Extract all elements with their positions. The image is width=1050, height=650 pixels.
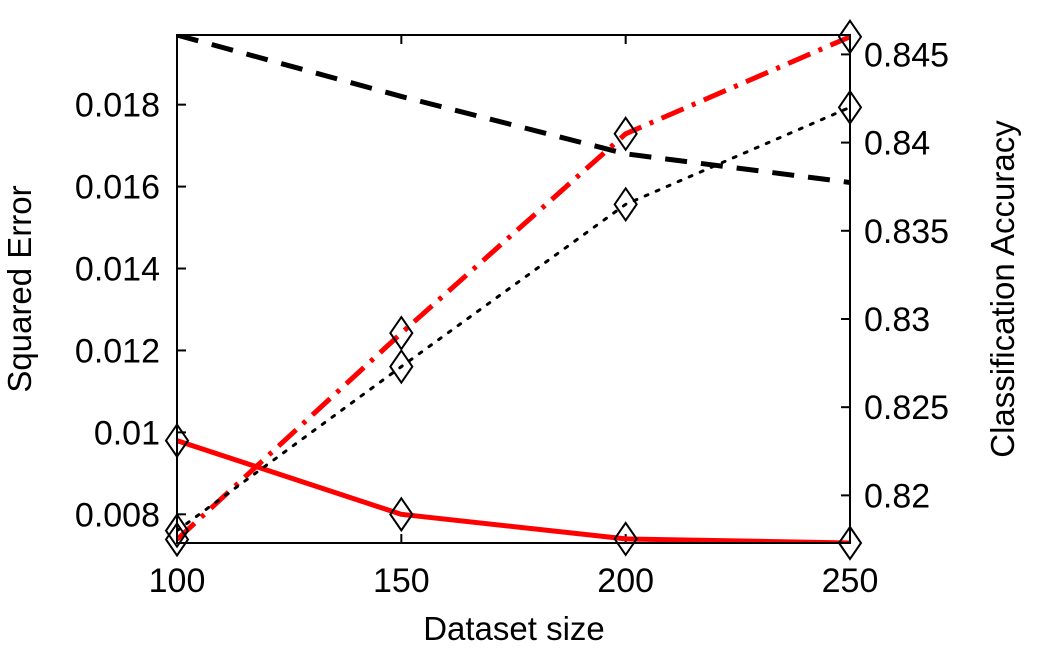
- y-tick-label-left: 0.008: [75, 496, 160, 534]
- y-tick-label-right: 0.84: [864, 125, 930, 163]
- x-tick-label: 250: [822, 562, 879, 600]
- plot-frame: [176, 34, 851, 544]
- y-tick-label-left: 0.016: [75, 169, 160, 207]
- tick-marks: [176, 35, 851, 543]
- series-line-3: [177, 35, 850, 542]
- diamond-marker: [613, 521, 638, 557]
- y-tick-label-right: 0.835: [864, 213, 949, 251]
- plot-area: [177, 35, 850, 543]
- x-tick-label: 150: [373, 562, 430, 600]
- y-tick-label-left: 0.01: [94, 414, 160, 452]
- diamond-marker: [389, 496, 414, 533]
- diamond-marker: [613, 186, 638, 223]
- x-tick-label: 200: [597, 562, 654, 600]
- diamond-marker: [837, 525, 863, 561]
- y-axis-label-left: Squared Error: [1, 185, 38, 392]
- diamond-marker: [389, 348, 414, 385]
- diamond-marker: [164, 512, 190, 549]
- tick-labels: 100 150 200 250 0.008 0.01 0.012 0.014 0.016 0.01…: [75, 36, 949, 600]
- x-axis-label: Dataset size: [423, 610, 605, 647]
- y-tick-label-right: 0.825: [864, 389, 949, 427]
- x-tick-label: 100: [149, 562, 206, 600]
- y-tick-label-left: 0.014: [75, 251, 160, 289]
- diamond-marker: [613, 116, 638, 152]
- y-axis-label-right: Classification Accuracy: [984, 120, 1021, 458]
- diamond-marker: [164, 521, 190, 558]
- y-tick-label-right: 0.82: [864, 477, 930, 515]
- y-tick-label-left: 0.012: [75, 332, 160, 370]
- y-tick-label-right: 0.845: [864, 36, 949, 74]
- y-tick-label-right: 0.83: [864, 301, 930, 339]
- y-tick-label-left: 0.018: [75, 87, 160, 125]
- series-line-1: [177, 438, 850, 543]
- series-line-2: [177, 35, 850, 185]
- series-lines: [177, 35, 850, 543]
